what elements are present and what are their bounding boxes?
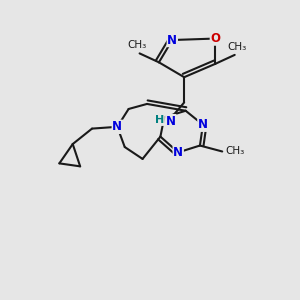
Text: N: N [173,146,183,159]
Text: N: N [112,120,122,133]
Text: H: H [155,115,164,125]
Text: N: N [167,34,177,46]
Text: CH₃: CH₃ [226,146,245,157]
Text: O: O [210,32,220,45]
Text: N: N [166,115,176,128]
Text: N: N [198,118,208,131]
Text: CH₃: CH₃ [227,42,247,52]
Text: CH₃: CH₃ [128,40,147,50]
